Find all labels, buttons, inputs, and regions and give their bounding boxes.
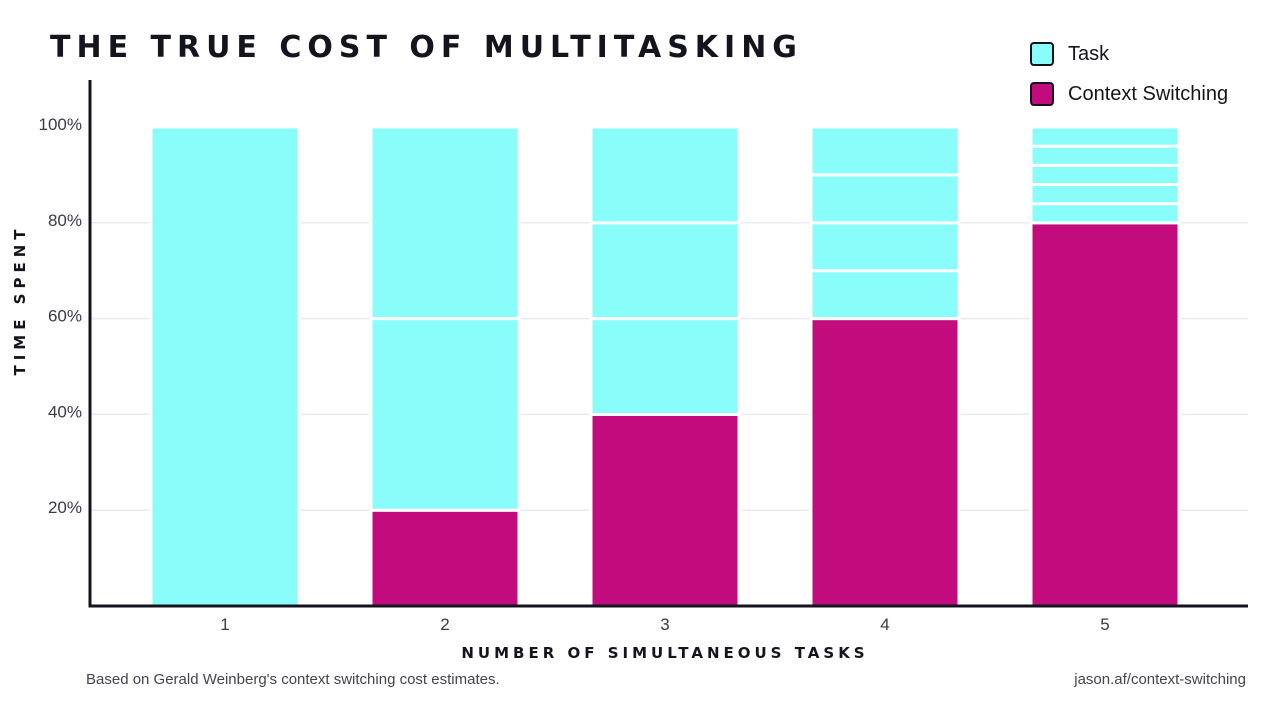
bar-segment-task (1029, 182, 1181, 206)
footnote: Based on Gerald Weinberg's context switc… (86, 671, 500, 688)
bar-segment-task (809, 173, 961, 225)
bar-segment-context-switching (1029, 221, 1181, 608)
legend: Task Context Switching (1030, 40, 1228, 120)
y-tick-label: 100% (39, 115, 82, 134)
x-tick-label: 3 (660, 615, 669, 634)
chart-title: THE TRUE COST OF MULTITASKING (50, 30, 803, 65)
x-tick-label: 1 (220, 615, 229, 634)
y-tick-label: 80% (48, 211, 82, 230)
bar-segment-task (809, 269, 961, 321)
bar-segment-task (369, 125, 521, 321)
bar-segment-task (589, 317, 741, 416)
bar-segment-task (1029, 125, 1181, 148)
bar-segment-task (149, 125, 301, 608)
x-axis-label: NUMBER OF SIMULTANEOUS TASKS (461, 644, 869, 662)
bar-segment-context-switching (809, 317, 961, 608)
legend-item-task: Task (1030, 40, 1228, 68)
y-tick-label: 20% (48, 498, 82, 517)
legend-label-context-switching: Context Switching (1068, 82, 1229, 105)
bar-segment-context-switching (589, 412, 741, 608)
x-tick-label: 5 (1100, 615, 1109, 634)
y-tick-label: 60% (48, 307, 82, 326)
legend-label-task: Task (1068, 42, 1110, 65)
bar-segment-task (1029, 202, 1181, 225)
legend-swatch-context-switching (1030, 82, 1054, 106)
y-tick-label: 40% (48, 402, 82, 421)
y-axis-label: TIME SPENT (11, 224, 29, 376)
legend-swatch-task (1030, 42, 1054, 66)
bar-segment-task (1029, 163, 1181, 186)
bar-segment-task (809, 125, 961, 177)
bar-segment-task (589, 221, 741, 321)
x-tick-label: 4 (880, 615, 889, 634)
bar-segment-task (1029, 144, 1181, 167)
bar-segment-task (369, 317, 521, 512)
bar-segment-context-switching (369, 508, 521, 608)
bar-segment-task (589, 125, 741, 225)
source-link[interactable]: jason.af/context-switching (1074, 671, 1246, 688)
bar-segment-task (809, 221, 961, 273)
x-tick-label: 2 (440, 615, 449, 634)
legend-item-context-switching: Context Switching (1030, 80, 1228, 108)
